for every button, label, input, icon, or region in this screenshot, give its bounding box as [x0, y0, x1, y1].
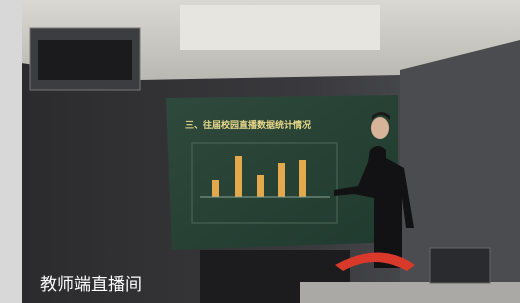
monitor: [430, 248, 490, 283]
caption: 教师端直播间: [40, 275, 142, 295]
screen-title: 三、往届校园直播数据统计情况: [185, 119, 311, 131]
bar: [235, 156, 242, 197]
bar: [299, 160, 306, 197]
ceiling-panel: [180, 5, 380, 50]
presenter-head: [371, 117, 389, 139]
softbox-face: [38, 40, 132, 80]
left-edge: [0, 0, 22, 303]
desk: [300, 282, 520, 303]
bar: [257, 175, 264, 197]
bar: [212, 180, 219, 197]
bar: [278, 163, 285, 197]
photo: 三、往届校园直播数据统计情况 教师端直播间: [0, 0, 520, 303]
